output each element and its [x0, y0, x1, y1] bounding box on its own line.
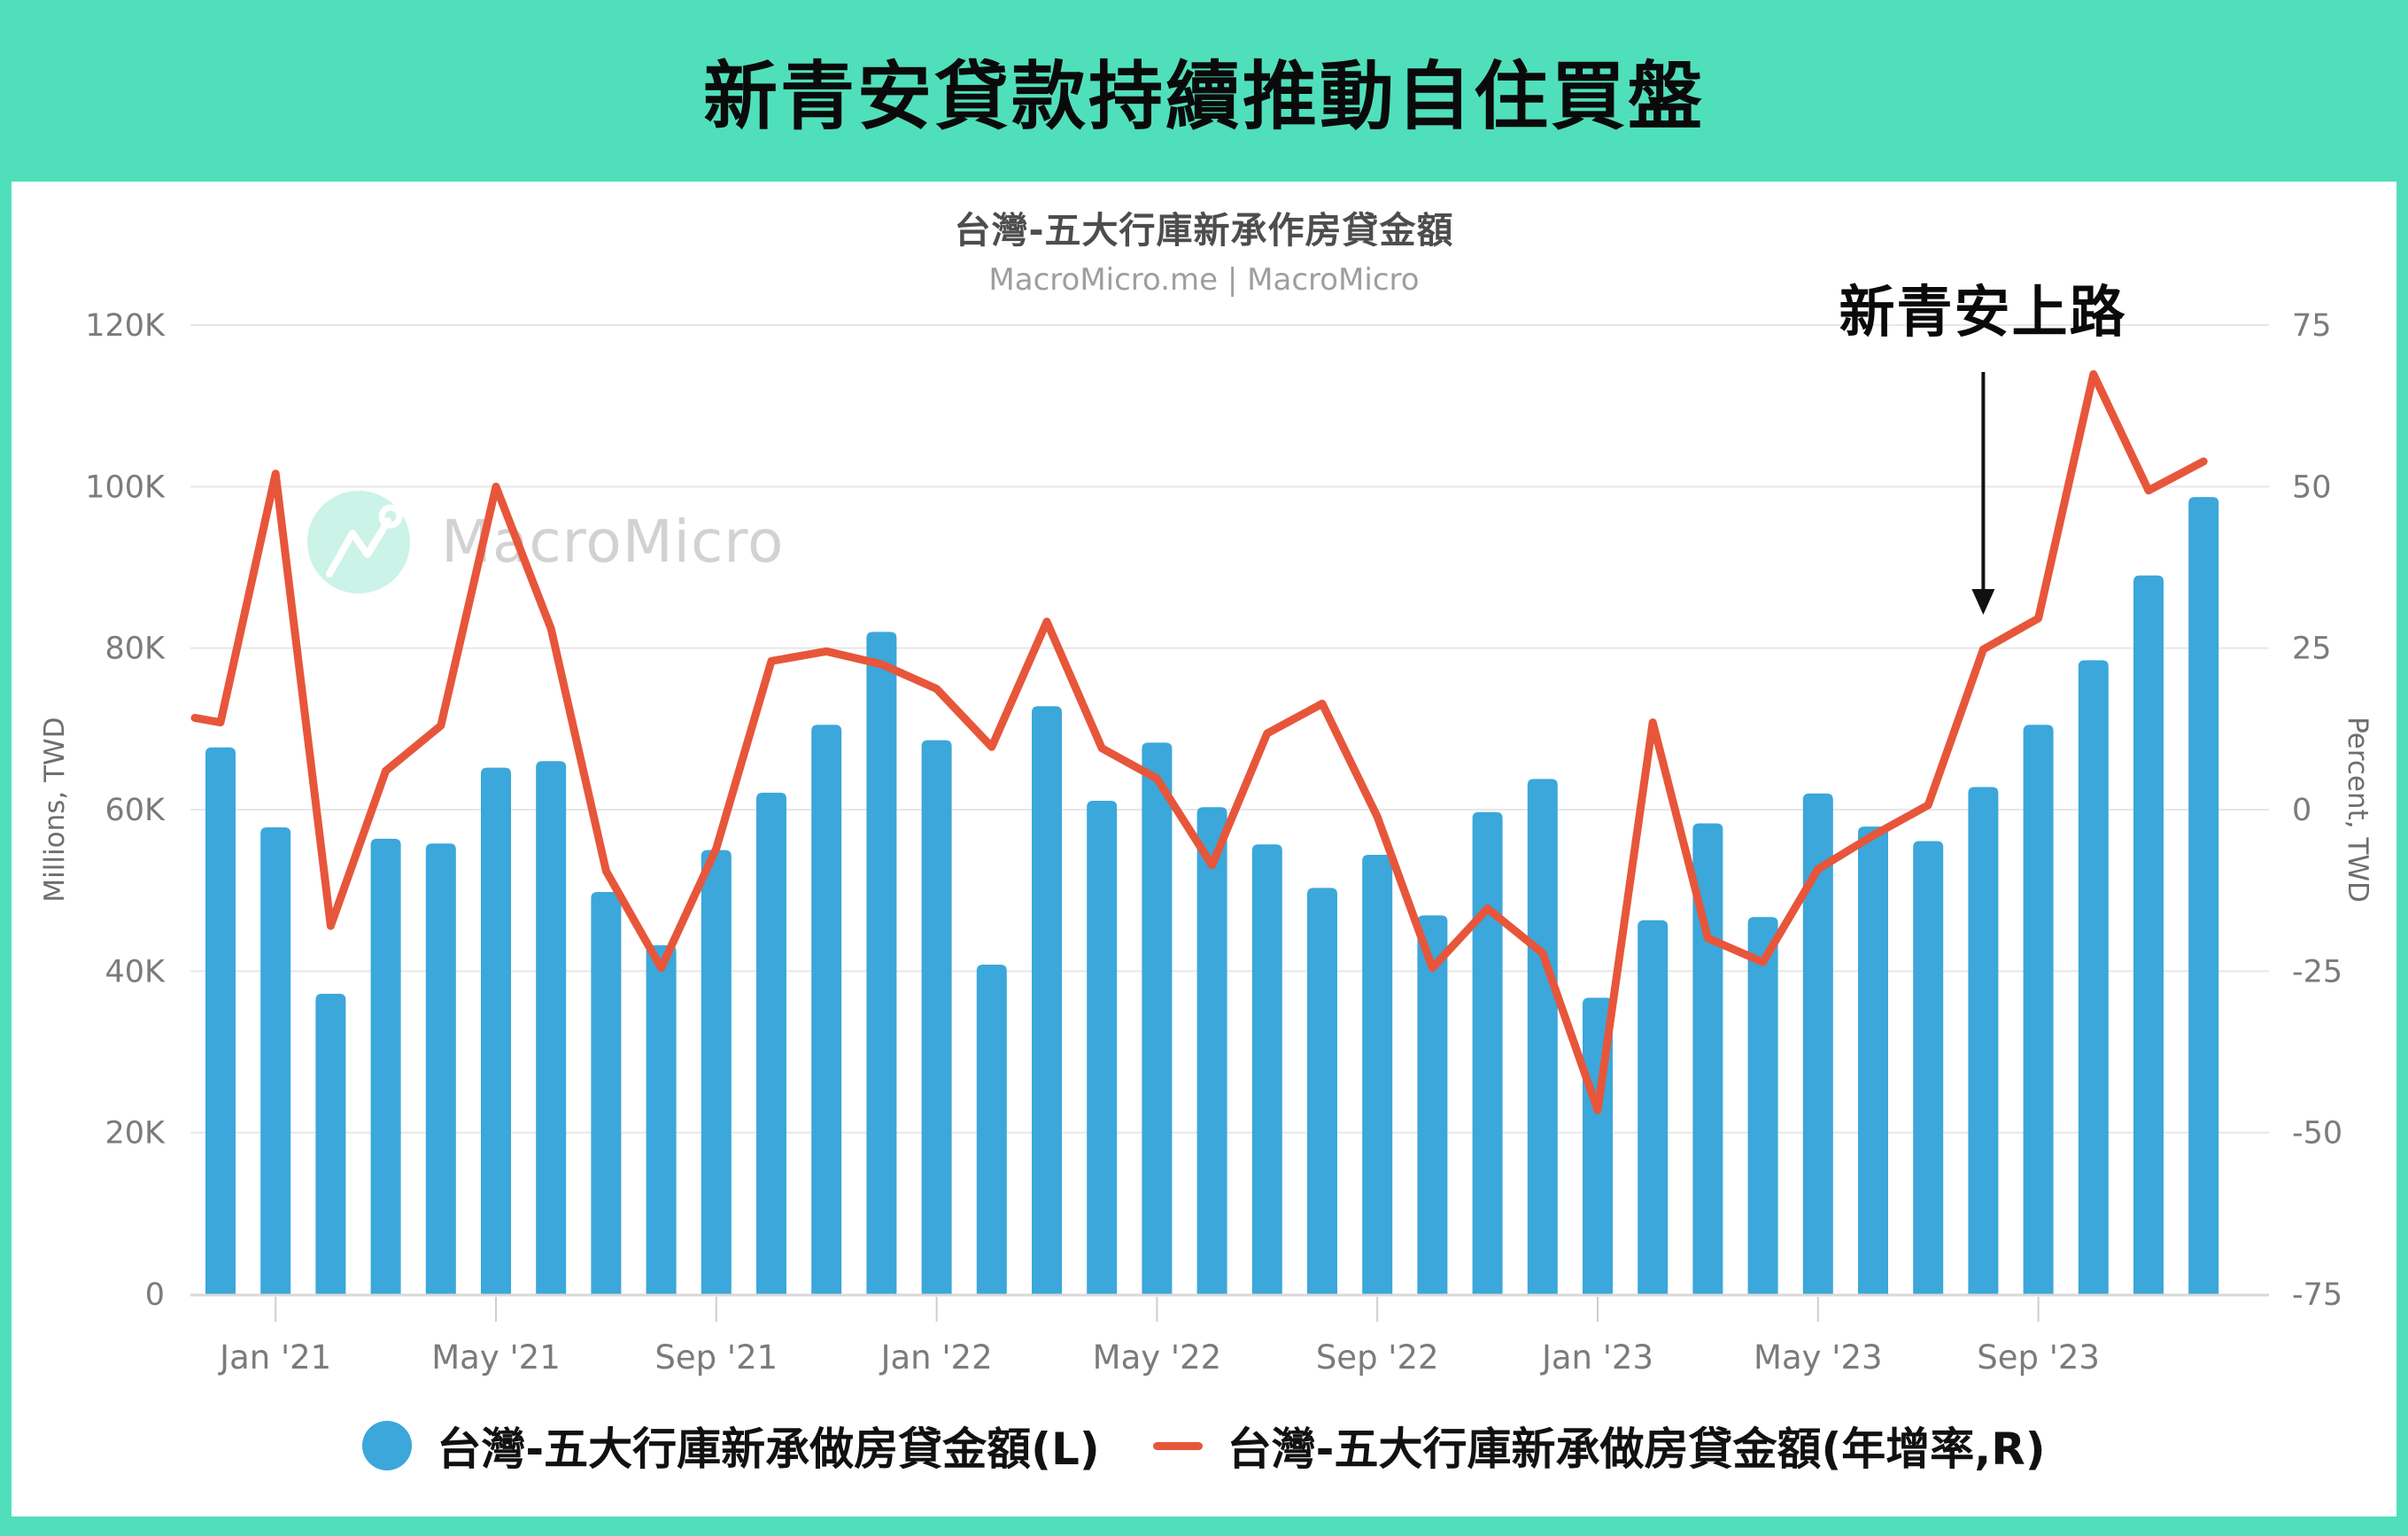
bar-nov-21[interactable]	[811, 725, 842, 1294]
bar-feb-21[interactable]	[315, 993, 346, 1294]
bar-jan-22[interactable]	[921, 740, 952, 1294]
bar-aug-21[interactable]	[646, 945, 677, 1294]
x-axis-tick: May '21	[431, 1338, 561, 1377]
bar-aug-22[interactable]	[1307, 888, 1337, 1294]
bar-may-22[interactable]	[1142, 742, 1173, 1294]
watermark: MacroMicro	[307, 491, 784, 593]
bar-series-marker-icon	[362, 1421, 413, 1470]
legend: 台灣-五大行庫新承做房貸金額(L) 台灣-五大行庫新承做房貸金額(年增率,R)	[0, 1414, 2408, 1478]
x-axis-tick: Sep '21	[654, 1338, 778, 1377]
bar-dec-20[interactable]	[205, 747, 236, 1294]
bar-dec-22[interactable]	[1527, 779, 1558, 1294]
left-axis-tick: 80K	[105, 632, 166, 667]
left-axis-tick: 40K	[105, 954, 166, 989]
right-axis-tick: 0	[2292, 793, 2311, 828]
bar-feb-22[interactable]	[976, 965, 1007, 1294]
right-axis-tick: -75	[2292, 1277, 2342, 1313]
watermark-text: MacroMicro	[441, 508, 784, 576]
line-series-marker-icon	[1152, 1441, 1203, 1450]
bar-oct-22[interactable]	[1417, 915, 1448, 1294]
bar-jun-21[interactable]	[536, 761, 567, 1294]
right-axis-tick: 50	[2292, 469, 2332, 505]
right-axis-tick: 75	[2292, 308, 2332, 344]
bar-mar-21[interactable]	[370, 838, 401, 1294]
x-axis-tick: May '22	[1093, 1338, 1222, 1377]
annotation-arrow-icon	[1971, 372, 1995, 615]
bar-sep-22[interactable]	[1362, 855, 1393, 1294]
x-axis-tick: Sep '23	[1977, 1338, 2100, 1377]
bar-aug-23[interactable]	[1968, 787, 1999, 1294]
bar-jan-21[interactable]	[260, 827, 291, 1294]
annotation-label: 新青安上路	[1839, 280, 2127, 345]
bar-jul-23[interactable]	[1913, 841, 1944, 1294]
left-axis-tick: 100K	[85, 469, 166, 505]
left-axis-tick: 60K	[105, 793, 166, 828]
left-axis-tick: 120K	[85, 308, 166, 344]
bar-feb-23[interactable]	[1638, 919, 1669, 1294]
x-axis-tick: Jan '23	[1540, 1338, 1653, 1377]
bar-may-21[interactable]	[481, 767, 511, 1294]
bar-sep-23[interactable]	[2023, 725, 2054, 1294]
legend-label-bars: 台灣-五大行庫新承做房貸金額(L)	[437, 1424, 1100, 1475]
header-banner: 新青安貸款持續推動自住買盤	[0, 0, 2408, 182]
bar-jun-22[interactable]	[1196, 807, 1227, 1294]
yoy-line[interactable]	[190, 369, 2208, 1114]
left-axis-tick: 20K	[105, 1116, 166, 1152]
bar-dec-23[interactable]	[2188, 497, 2219, 1294]
bar-dec-21[interactable]	[866, 632, 897, 1294]
bar-nov-23[interactable]	[2133, 575, 2164, 1294]
bar-apr-22[interactable]	[1087, 800, 1118, 1294]
bar-apr-21[interactable]	[425, 843, 456, 1294]
bar-sep-21[interactable]	[701, 849, 732, 1294]
right-axis-tick: -25	[2292, 954, 2342, 989]
legend-item-bars[interactable]: 台灣-五大行庫新承做房貸金額(L)	[362, 1414, 1100, 1478]
chart-source: MacroMicro.me | MacroMicro	[988, 262, 1420, 298]
bar-oct-21[interactable]	[756, 792, 786, 1294]
right-axis-tick: -50	[2292, 1116, 2342, 1152]
page-title: 新青安貸款持續推動自住買盤	[702, 53, 1705, 140]
bar-may-23[interactable]	[1802, 793, 1833, 1294]
bar-apr-23[interactable]	[1747, 917, 1778, 1294]
bar-jun-23[interactable]	[1858, 826, 1888, 1294]
bar-jul-22[interactable]	[1251, 844, 1282, 1294]
x-axis-tick: Jan '22	[879, 1338, 993, 1377]
bar-oct-23[interactable]	[2078, 660, 2109, 1294]
legend-item-line[interactable]: 台灣-五大行庫新承做房貸金額(年增率,R)	[1152, 1414, 2046, 1478]
bar-jul-21[interactable]	[591, 891, 622, 1294]
legend-label-line: 台灣-五大行庫新承做房貸金額(年增率,R)	[1227, 1424, 2046, 1475]
bar-nov-22[interactable]	[1472, 811, 1503, 1294]
left-axis-tick: 0	[145, 1277, 165, 1313]
x-axis-tick: May '23	[1754, 1338, 1883, 1377]
bar-mar-22[interactable]	[1032, 706, 1062, 1294]
x-axis-tick: Jan '21	[218, 1338, 331, 1377]
x-axis-tick: Sep '22	[1316, 1338, 1439, 1377]
right-axis-tick: 25	[2292, 632, 2332, 667]
chart-title: 台灣-五大行庫新承作房貸金額	[954, 209, 1454, 252]
